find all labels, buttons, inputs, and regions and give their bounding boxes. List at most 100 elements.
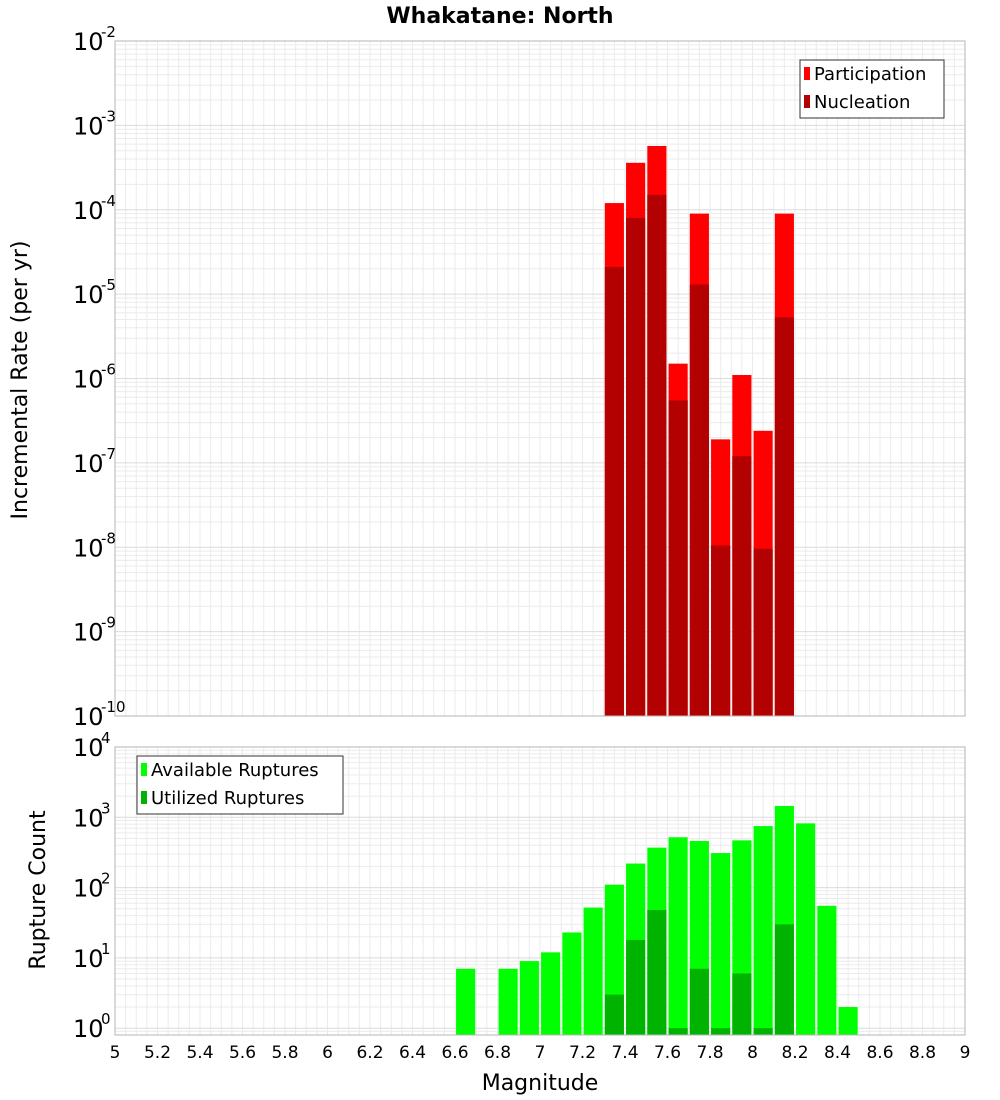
top-ytick-exponent: -5 — [101, 276, 116, 294]
bottom-ytick-label: 10 — [73, 734, 104, 762]
top-series-1 — [604, 194, 794, 716]
x-ticks: 5 5.2 5.4 5.6 5.8 6 6.2 6.4 6.6 6.8 7 7.2 7.4 7.6 7.8 8… — [110, 1043, 971, 1063]
bottom-bar — [541, 952, 561, 1035]
x-tick-label: 7.6 — [654, 1043, 681, 1063]
top-legend: Participation Nucleation — [799, 59, 945, 119]
top-bar — [732, 456, 752, 716]
top-frame — [114, 40, 966, 717]
top-legend-swatch — [804, 95, 810, 108]
top-ytick-label: 10 — [73, 619, 104, 647]
top-ytick-exponent: -4 — [101, 192, 116, 210]
bottom-ytick-label: 10 — [73, 945, 104, 973]
bottom-ytick-exponent: 1 — [101, 940, 111, 958]
bottom-ytick-label: 10 — [73, 804, 104, 832]
x-tick-label: 5.8 — [271, 1043, 298, 1063]
x-tick-label: 5.4 — [186, 1043, 213, 1063]
x-axis-label: Magnitude — [482, 1071, 599, 1096]
bottom-ytick-exponent: 4 — [101, 729, 111, 747]
top-ytick-exponent: -10 — [101, 698, 126, 716]
bottom-bar — [753, 826, 773, 1035]
bottom-bar — [838, 1007, 858, 1035]
top-bar — [604, 266, 624, 716]
x-tick-label: 9 — [960, 1043, 971, 1063]
x-tick-label: 6.8 — [484, 1043, 511, 1063]
bottom-ytick-exponent: 2 — [101, 870, 111, 888]
top-bar — [626, 217, 646, 716]
x-tick-label: 6.6 — [441, 1043, 468, 1063]
bottom-bar — [817, 905, 837, 1035]
top-ytick-label: 10 — [73, 450, 104, 478]
bottom-bar — [562, 932, 582, 1035]
top-grid — [114, 41, 966, 717]
top-ytick-label: 10 — [73, 366, 104, 394]
bottom-ytick-label: 10 — [73, 875, 104, 903]
top-ytick-label: 10 — [73, 281, 104, 309]
top-legend-label: Participation — [814, 64, 926, 85]
bottom-bar — [626, 939, 646, 1035]
top-plot-panel: 10-1010-910-810-710-610-510-410-310-2Par… — [73, 23, 966, 731]
top-bar — [668, 400, 688, 716]
bottom-bar — [711, 1028, 731, 1035]
bottom-legend-label: Utilized Ruptures — [151, 788, 304, 809]
top-ytick-label: 10 — [73, 197, 104, 225]
bottom-series-1 — [604, 910, 794, 1035]
bottom-bar — [668, 1028, 688, 1035]
x-tick-label: 7.4 — [611, 1043, 638, 1063]
bottom-bar — [753, 1028, 773, 1035]
top-bar — [647, 194, 667, 716]
top-ytick-label: 10 — [73, 534, 104, 562]
bottom-ytick-exponent: 0 — [101, 1010, 111, 1028]
top-ytick-exponent: -9 — [101, 614, 116, 632]
x-tick-label: 6.4 — [399, 1043, 426, 1063]
x-tick-label: 6 — [322, 1043, 333, 1063]
x-tick-label: 7.2 — [569, 1043, 596, 1063]
x-tick-label: 8.6 — [866, 1043, 893, 1063]
bottom-bar — [774, 924, 794, 1035]
top-bar — [753, 548, 773, 716]
bottom-bar — [604, 994, 624, 1035]
top-bar — [774, 317, 794, 716]
bottom-bar — [668, 837, 688, 1035]
top-ytick-label: 10 — [73, 703, 104, 731]
bottom-legend-swatch — [141, 791, 147, 804]
x-tick-label: 8.2 — [781, 1043, 808, 1063]
bottom-legend-box — [136, 755, 344, 815]
bottom-bar — [711, 853, 731, 1035]
bottom-legend-label: Available Ruptures — [151, 760, 319, 781]
x-tick-label: 8.4 — [824, 1043, 851, 1063]
top-ytick-exponent: -6 — [101, 361, 116, 379]
x-tick-label: 7.8 — [696, 1043, 723, 1063]
x-tick-label: 5 — [110, 1043, 121, 1063]
top-bar — [689, 284, 709, 716]
bottom-bar — [498, 968, 518, 1035]
top-ytick-exponent: -8 — [101, 529, 116, 547]
bottom-bar — [796, 823, 816, 1035]
bottom-ytick-label: 10 — [73, 1015, 104, 1043]
chart-title: Whakatane: North — [386, 4, 613, 29]
top-ytick-label: 10 — [73, 112, 104, 140]
x-tick-label: 5.2 — [144, 1043, 171, 1063]
top-ytick-exponent: -3 — [101, 107, 116, 125]
bottom-bar — [583, 907, 603, 1035]
top-bar — [711, 545, 731, 716]
bottom-y-axis-label: Rupture Count — [26, 810, 51, 970]
bottom-bar — [689, 968, 709, 1035]
bottom-legend-swatch — [141, 763, 147, 776]
top-legend-label: Nucleation — [814, 92, 910, 113]
top-legend-box — [799, 59, 945, 119]
top-legend-swatch — [804, 67, 810, 80]
x-tick-label: 8.8 — [909, 1043, 936, 1063]
bottom-ytick-exponent: 3 — [101, 799, 111, 817]
bottom-bar — [456, 968, 476, 1035]
bottom-bar — [519, 961, 539, 1035]
bottom-bar — [647, 910, 667, 1035]
x-tick-label: 8 — [747, 1043, 758, 1063]
top-y-axis-label: Incremental Rate (per yr) — [8, 241, 33, 520]
top-ytick-exponent: -7 — [101, 445, 116, 463]
top-ytick-label: 10 — [73, 28, 104, 56]
x-tick-label: 5.6 — [229, 1043, 256, 1063]
